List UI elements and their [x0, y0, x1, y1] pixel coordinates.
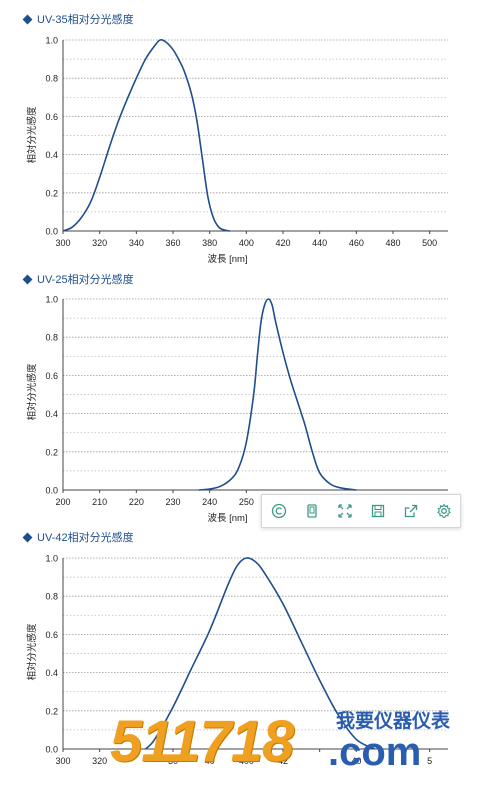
save-button[interactable] — [367, 500, 389, 522]
x-tick-label: 400 — [239, 756, 254, 766]
x-tick-label: 30 — [168, 756, 178, 766]
x-tick-label: 460 — [349, 238, 364, 248]
x-tick-label: 480 — [385, 238, 400, 248]
y-tick-label: 0.0 — [45, 486, 58, 496]
y-tick-label: 0.6 — [45, 371, 58, 381]
chart-heading: UV-42相对分光感度 — [22, 529, 134, 545]
x-tick-label: 380 — [202, 238, 217, 248]
data-view-button[interactable] — [268, 500, 290, 522]
chart-title: UV-42相对分光感度 — [37, 532, 134, 544]
y-tick-label: 0.2 — [45, 447, 58, 457]
data-view-icon — [271, 503, 286, 519]
y-tick-label: 0.4 — [45, 668, 58, 678]
x-axis-label: 波長 [nm] — [207, 512, 247, 524]
x-tick-label: 220 — [129, 497, 144, 507]
chart-uv25: UV-25相对分光感度 0.0 0.2 0.4 0.6 0.8 1.0 200 210 220 2… — [22, 271, 448, 524]
x-tick-label: 360 — [165, 238, 180, 248]
x-tick-label: 440 — [312, 238, 327, 248]
y-tick-label: 0.4 — [45, 150, 58, 160]
x-tick-label: 200 — [55, 497, 70, 507]
chart-toolbox — [261, 494, 461, 528]
x-tick-label: 40 — [351, 756, 361, 766]
x-tick-label: 250 — [239, 497, 254, 507]
y-tick-label: 0.2 — [45, 188, 58, 198]
y-tick-label: 0.0 — [45, 227, 58, 237]
series-line — [144, 557, 376, 750]
chart-plot: 0.0 0.2 0.4 0.6 0.8 1.0 300 320 340 360 380 400 420 4… — [26, 36, 448, 265]
x-tick-label: 210 — [92, 497, 107, 507]
share-button[interactable] — [400, 500, 422, 522]
y-tick-label: 0.8 — [45, 74, 58, 84]
y-tick-label: 0.0 — [45, 745, 58, 755]
x-tick-label: 400 — [239, 238, 254, 248]
x-tick-label: 340 — [129, 238, 144, 248]
chart-plot: 0.0 0.2 0.4 0.6 0.8 1.0 200 210 220 230 240 250 波長 [… — [26, 295, 448, 524]
y-tick-label: 0.4 — [45, 409, 58, 419]
y-axis-label: 相対分光感度 — [26, 623, 38, 681]
x-tick-label: 420 — [275, 238, 290, 248]
share-icon — [404, 504, 417, 518]
y-tick-label: 1.0 — [45, 295, 58, 305]
copy-icon — [306, 504, 317, 518]
chart-uv35: UV-35相对分光感度 0.0 0.2 0.4 0.6 0.8 1.0 300 320 340 3… — [0, 0, 482, 268]
chart-heading: UV-25相对分光感度 — [22, 271, 134, 287]
y-tick-label: 1.0 — [45, 36, 58, 46]
y-tick-label: 0.6 — [45, 630, 58, 640]
series-line — [62, 39, 230, 232]
save-icon — [371, 504, 384, 518]
x-tick-label: 42 — [278, 756, 288, 766]
x-tick-label: 300 — [55, 238, 70, 248]
x-tick-label: 300 — [55, 756, 70, 766]
y-tick-label: 0.8 — [45, 333, 58, 343]
settings-button[interactable] — [433, 500, 455, 522]
y-axis-label: 相対分光感度 — [26, 363, 38, 421]
chart-title: UV-25相对分光感度 — [37, 274, 134, 286]
x-tick-label: 240 — [202, 497, 217, 507]
gear-icon — [436, 503, 451, 519]
y-tick-label: 0.2 — [45, 706, 58, 716]
y-tick-label: 0.6 — [45, 112, 58, 122]
chart-title: UV-35相对分光感度 — [37, 14, 134, 26]
fullscreen-icon — [337, 504, 352, 518]
x-axis-label: 波長 [nm] — [207, 253, 247, 265]
x-tick-label: 320 — [92, 756, 107, 766]
series-line — [198, 298, 357, 491]
x-tick-label: 230 — [165, 497, 180, 507]
copy-button[interactable] — [301, 500, 323, 522]
y-axis-label: 相対分光感度 — [26, 106, 38, 164]
x-tick-label: 5 — [427, 756, 432, 766]
chart-heading: UV-35相对分光感度 — [22, 11, 134, 27]
x-tick-label: 40 — [205, 756, 215, 766]
y-tick-label: 1.0 — [45, 554, 58, 564]
x-tick-label: 500 — [422, 238, 437, 248]
fullscreen-button[interactable] — [334, 500, 356, 522]
x-tick-label: 320 — [92, 238, 107, 248]
y-tick-label: 0.8 — [45, 592, 58, 602]
